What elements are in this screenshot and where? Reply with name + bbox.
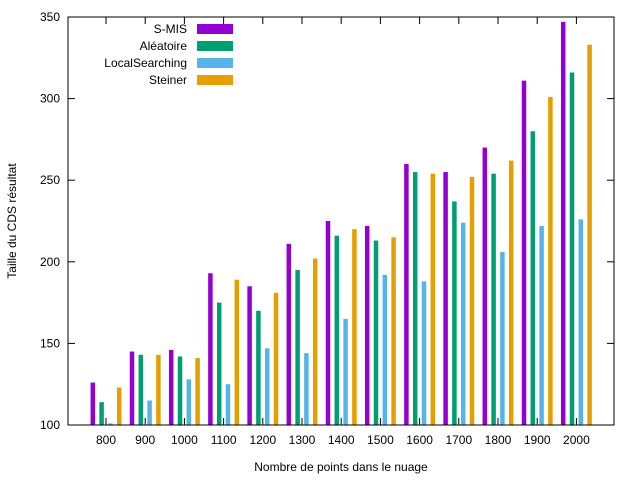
bar-al-atoire-900 [138, 354, 144, 425]
bar-al-atoire-1900 [530, 131, 536, 426]
bar-s-mis-900 [129, 351, 135, 425]
bar-steiner-1100 [234, 279, 240, 425]
bar-steiner-1300 [312, 258, 318, 425]
bar-s-mis-1500 [364, 225, 370, 425]
bar-s-mis-1900 [521, 80, 527, 425]
bar-steiner-1600 [430, 173, 436, 425]
bar-s-mis-1600 [404, 163, 409, 425]
bar-steiner-800 [116, 387, 122, 425]
bar-localsearching-800 [108, 423, 113, 425]
x-tick-label: 1800 [485, 433, 512, 447]
bar-steiner-2000 [587, 44, 592, 426]
bar-steiner-1000 [195, 358, 200, 425]
bar-steiner-1400 [352, 229, 357, 425]
x-tick-label: 1900 [524, 433, 551, 447]
y-axis-label: Taille du CDS résultat [5, 163, 19, 279]
bar-al-atoire-1000 [177, 356, 183, 425]
x-tick-label: 800 [96, 433, 116, 447]
bar-steiner-1800 [508, 160, 514, 425]
legend-swatch [197, 75, 233, 85]
bar-s-mis-800 [90, 382, 96, 425]
bar-s-mis-1700 [443, 172, 448, 425]
bar-s-mis-1300 [286, 243, 292, 425]
bar-s-mis-1100 [208, 273, 213, 425]
x-tick-label: 1400 [328, 433, 355, 447]
bar-localsearching-1300 [304, 353, 309, 425]
bar-al-atoire-1300 [295, 269, 300, 425]
bar-localsearching-1400 [343, 318, 348, 425]
y-tick-label: 200 [40, 255, 60, 269]
bar-steiner-1500 [391, 237, 396, 425]
y-tick-label: 350 [40, 10, 60, 24]
legend-label: S-MIS [154, 22, 187, 36]
bar-al-atoire-1600 [412, 172, 418, 425]
legend-label: LocalSearching [104, 56, 187, 70]
x-tick-label: 1000 [171, 433, 198, 447]
bar-s-mis-1800 [482, 147, 488, 425]
bar-al-atoire-800 [99, 402, 104, 425]
x-axis-label: Nombre de points dans le nuage [254, 460, 428, 474]
bar-al-atoire-2000 [569, 72, 575, 425]
bar-localsearching-1000 [186, 379, 192, 425]
bar-s-mis-1200 [247, 286, 252, 425]
bar-al-atoire-1100 [216, 302, 222, 425]
bar-localsearching-1700 [460, 222, 466, 425]
legend-label: Steiner [149, 73, 187, 87]
y-tick-label: 100 [40, 418, 60, 432]
legend-swatch [197, 58, 233, 68]
bar-al-atoire-1400 [334, 235, 340, 425]
bar-localsearching-2000 [578, 219, 584, 425]
y-tick-label: 150 [40, 336, 60, 350]
x-tick-label: 1200 [249, 433, 276, 447]
bar-s-mis-2000 [560, 21, 566, 426]
bar-steiner-1700 [469, 176, 475, 425]
y-axis: 100 150 200 250 300 350 [40, 10, 614, 432]
bar-localsearching-1500 [382, 274, 388, 425]
bar-al-atoire-1200 [256, 310, 261, 425]
bar-steiner-1900 [548, 96, 553, 425]
bar-localsearching-1100 [225, 384, 231, 425]
bar-localsearching-1600 [421, 281, 427, 425]
legend-label: Aléatoire [140, 39, 188, 53]
bar-al-atoire-1800 [491, 173, 496, 425]
bar-s-mis-1400 [325, 221, 331, 425]
bar-localsearching-1900 [539, 225, 544, 425]
legend-swatch [197, 41, 233, 51]
x-tick-label: 1700 [445, 433, 472, 447]
bar-steiner-1200 [273, 292, 279, 425]
x-tick-label: 1600 [406, 433, 433, 447]
x-tick-label: 1100 [211, 433, 237, 447]
bar-s-mis-1000 [168, 349, 174, 425]
bar-steiner-900 [156, 354, 161, 425]
bar-localsearching-1200 [264, 348, 270, 425]
x-tick-label: 1500 [367, 433, 394, 447]
x-tick-label: 2000 [563, 433, 590, 447]
y-tick-label: 250 [40, 173, 60, 187]
legend: S-MIS Aléatoire LocalSearching Steiner [104, 22, 233, 87]
bar-al-atoire-1500 [373, 240, 379, 425]
x-tick-label: 900 [135, 433, 155, 447]
x-tick-label: 1300 [289, 433, 316, 447]
bar-localsearching-900 [147, 400, 152, 425]
bars-layer [90, 21, 592, 426]
y-tick-label: 300 [40, 92, 60, 106]
bar-al-atoire-1700 [452, 201, 457, 425]
bar-localsearching-1800 [500, 252, 505, 425]
legend-swatch [197, 24, 233, 34]
x-axis: 800 900 1000 1100 1200 1300 1400 1500 1600 1700 18… [96, 17, 590, 447]
